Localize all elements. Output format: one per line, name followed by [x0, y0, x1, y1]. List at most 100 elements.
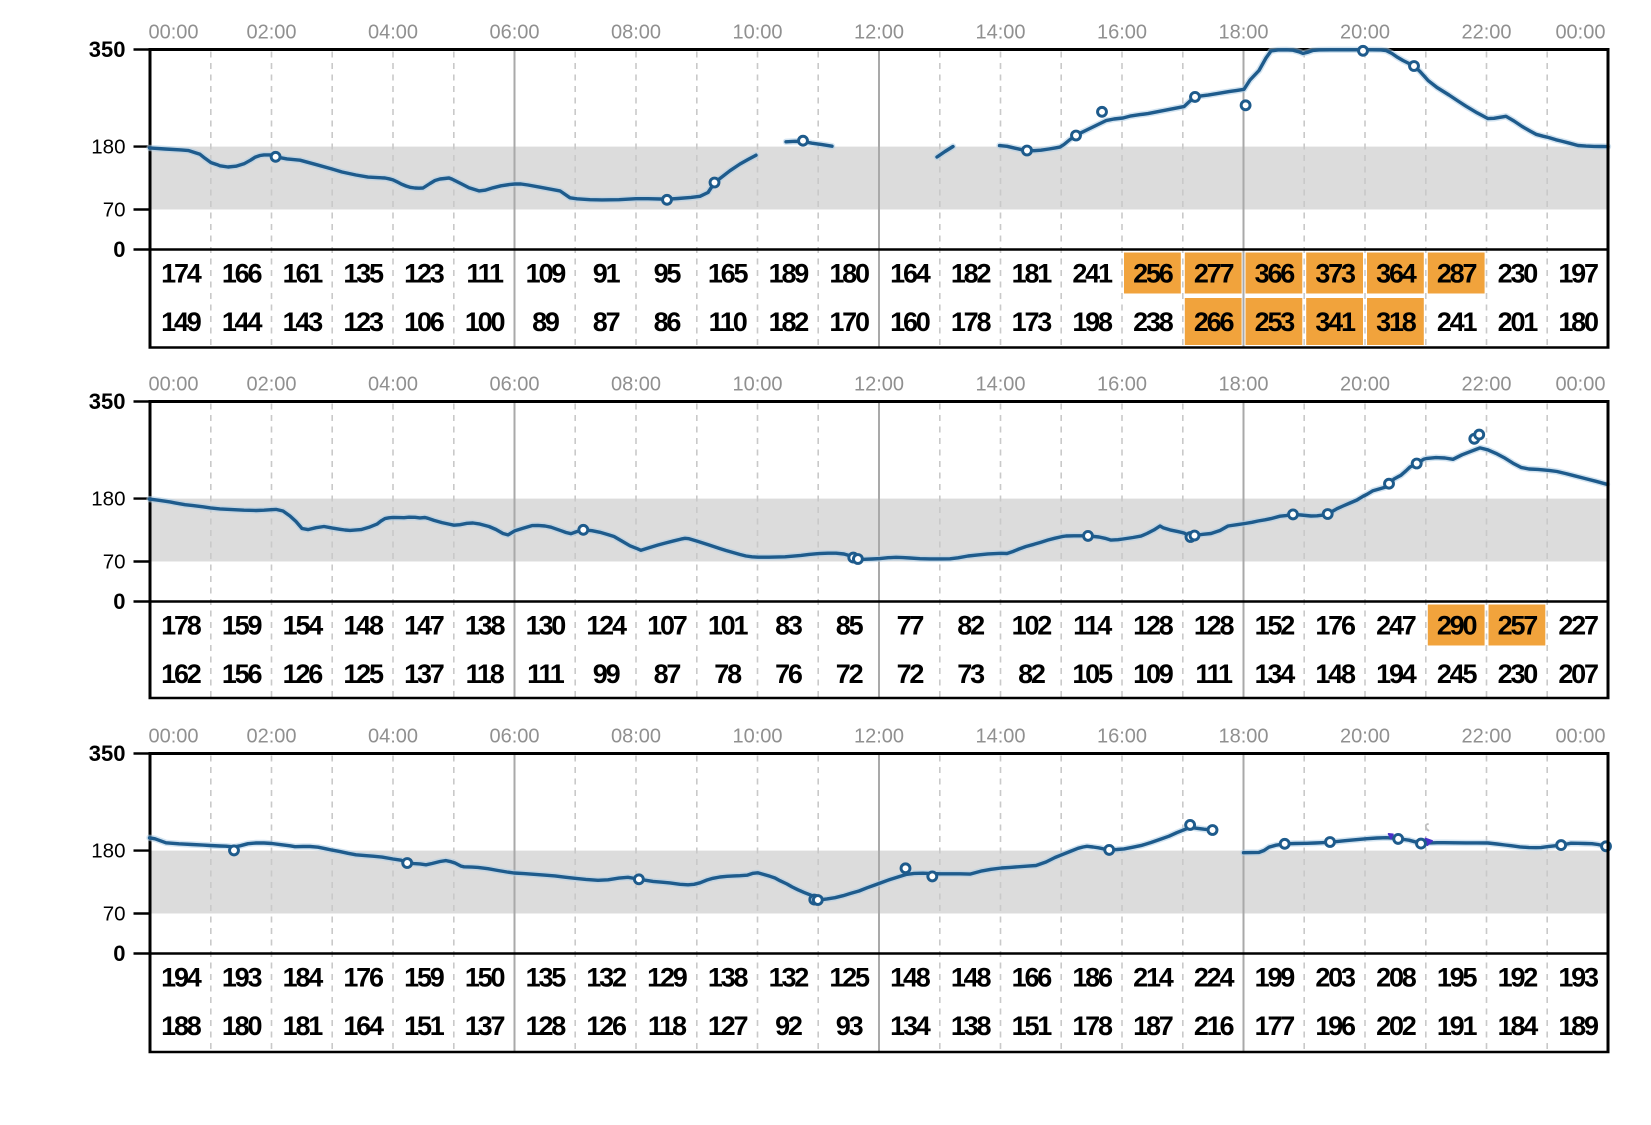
svg-text:16:00: 16:00	[1097, 22, 1147, 44]
svg-text:143: 143	[283, 307, 324, 337]
svg-text:00:00: 00:00	[149, 22, 199, 44]
svg-text:126: 126	[586, 1011, 627, 1041]
svg-text:00:00: 00:00	[1555, 726, 1605, 748]
svg-text:125: 125	[829, 963, 870, 993]
svg-text:152: 152	[1255, 611, 1295, 641]
svg-text:72: 72	[897, 659, 924, 689]
svg-text:184: 184	[283, 963, 324, 993]
svg-text:170: 170	[829, 307, 869, 337]
svg-text:148: 148	[951, 963, 992, 993]
svg-text:193: 193	[222, 963, 263, 993]
svg-text:85: 85	[836, 611, 864, 641]
svg-text:198: 198	[1072, 307, 1113, 337]
svg-text:195: 195	[1437, 963, 1478, 993]
svg-text:111: 111	[1195, 659, 1233, 689]
svg-text:99: 99	[593, 659, 621, 689]
svg-text:14:00: 14:00	[975, 374, 1025, 396]
svg-text:111: 111	[527, 659, 565, 689]
svg-text:06:00: 06:00	[489, 22, 539, 44]
svg-text:106: 106	[404, 307, 445, 337]
svg-text:216: 216	[1194, 1011, 1235, 1041]
svg-text:114: 114	[1073, 611, 1112, 641]
svg-text:76: 76	[775, 659, 803, 689]
svg-text:135: 135	[343, 259, 384, 289]
svg-text:00:00: 00:00	[1555, 374, 1605, 396]
svg-text:277: 277	[1194, 259, 1234, 289]
svg-text:199: 199	[1255, 963, 1296, 993]
svg-text:144: 144	[222, 307, 263, 337]
svg-text:0: 0	[113, 941, 125, 966]
svg-text:149: 149	[161, 307, 202, 337]
svg-text:318: 318	[1376, 307, 1417, 337]
svg-text:14:00: 14:00	[975, 22, 1025, 44]
svg-text:00:00: 00:00	[149, 374, 199, 396]
svg-text:165: 165	[708, 259, 749, 289]
svg-text:137: 137	[465, 1011, 505, 1041]
svg-text:70: 70	[103, 199, 126, 222]
svg-text:77: 77	[897, 611, 924, 641]
svg-text:193: 193	[1558, 963, 1599, 993]
svg-text:04:00: 04:00	[368, 726, 418, 748]
svg-text:148: 148	[343, 611, 384, 641]
svg-text:203: 203	[1315, 963, 1356, 993]
svg-text:105: 105	[1072, 659, 1113, 689]
svg-text:78: 78	[714, 659, 742, 689]
svg-text:156: 156	[222, 659, 263, 689]
svg-text:02:00: 02:00	[246, 22, 296, 44]
svg-text:89: 89	[532, 307, 560, 337]
svg-text:227: 227	[1558, 611, 1598, 641]
svg-text:134: 134	[890, 1011, 931, 1041]
svg-text:181: 181	[283, 1011, 324, 1041]
svg-text:00:00: 00:00	[1555, 22, 1605, 44]
svg-text:159: 159	[404, 963, 445, 993]
svg-text:178: 178	[951, 307, 992, 337]
svg-text:124: 124	[586, 611, 627, 641]
svg-text:161: 161	[283, 259, 324, 289]
svg-text:290: 290	[1437, 611, 1477, 641]
svg-text:159: 159	[222, 611, 263, 641]
svg-text:110: 110	[709, 307, 747, 337]
svg-text:95: 95	[654, 259, 682, 289]
svg-text:100: 100	[465, 307, 505, 337]
svg-text:16:00: 16:00	[1097, 726, 1147, 748]
svg-text:128: 128	[1133, 611, 1174, 641]
svg-text:182: 182	[769, 307, 809, 337]
svg-text:87: 87	[654, 659, 681, 689]
svg-text:164: 164	[890, 259, 931, 289]
svg-text:18:00: 18:00	[1218, 726, 1268, 748]
svg-text:148: 148	[1315, 659, 1356, 689]
svg-text:196: 196	[1315, 1011, 1356, 1041]
svg-text:125: 125	[343, 659, 384, 689]
svg-text:138: 138	[951, 1011, 992, 1041]
svg-text:207: 207	[1558, 659, 1598, 689]
svg-text:92: 92	[775, 1011, 802, 1041]
svg-text:182: 182	[951, 259, 991, 289]
svg-text:350: 350	[89, 741, 126, 766]
svg-text:138: 138	[708, 963, 749, 993]
svg-text:191: 191	[1437, 1011, 1478, 1041]
svg-text:107: 107	[647, 611, 687, 641]
svg-text:130: 130	[526, 611, 566, 641]
svg-text:18:00: 18:00	[1218, 22, 1268, 44]
svg-text:109: 109	[1133, 659, 1174, 689]
svg-text:350: 350	[89, 389, 126, 414]
svg-text:192: 192	[1498, 963, 1538, 993]
svg-text:132: 132	[586, 963, 626, 993]
svg-text:04:00: 04:00	[368, 374, 418, 396]
svg-text:87: 87	[593, 307, 620, 337]
svg-text:04:00: 04:00	[368, 22, 418, 44]
svg-text:174: 174	[161, 259, 202, 289]
svg-text:73: 73	[957, 659, 985, 689]
svg-text:189: 189	[1558, 1011, 1599, 1041]
svg-text:160: 160	[890, 307, 930, 337]
svg-text:10:00: 10:00	[732, 726, 782, 748]
svg-text:224: 224	[1194, 963, 1235, 993]
svg-text:128: 128	[1194, 611, 1235, 641]
svg-text:111: 111	[466, 259, 504, 289]
svg-text:70: 70	[103, 551, 126, 574]
svg-text:245: 245	[1437, 659, 1478, 689]
svg-text:150: 150	[465, 963, 505, 993]
svg-text:214: 214	[1133, 963, 1174, 993]
svg-text:10:00: 10:00	[732, 374, 782, 396]
svg-text:194: 194	[1376, 659, 1417, 689]
